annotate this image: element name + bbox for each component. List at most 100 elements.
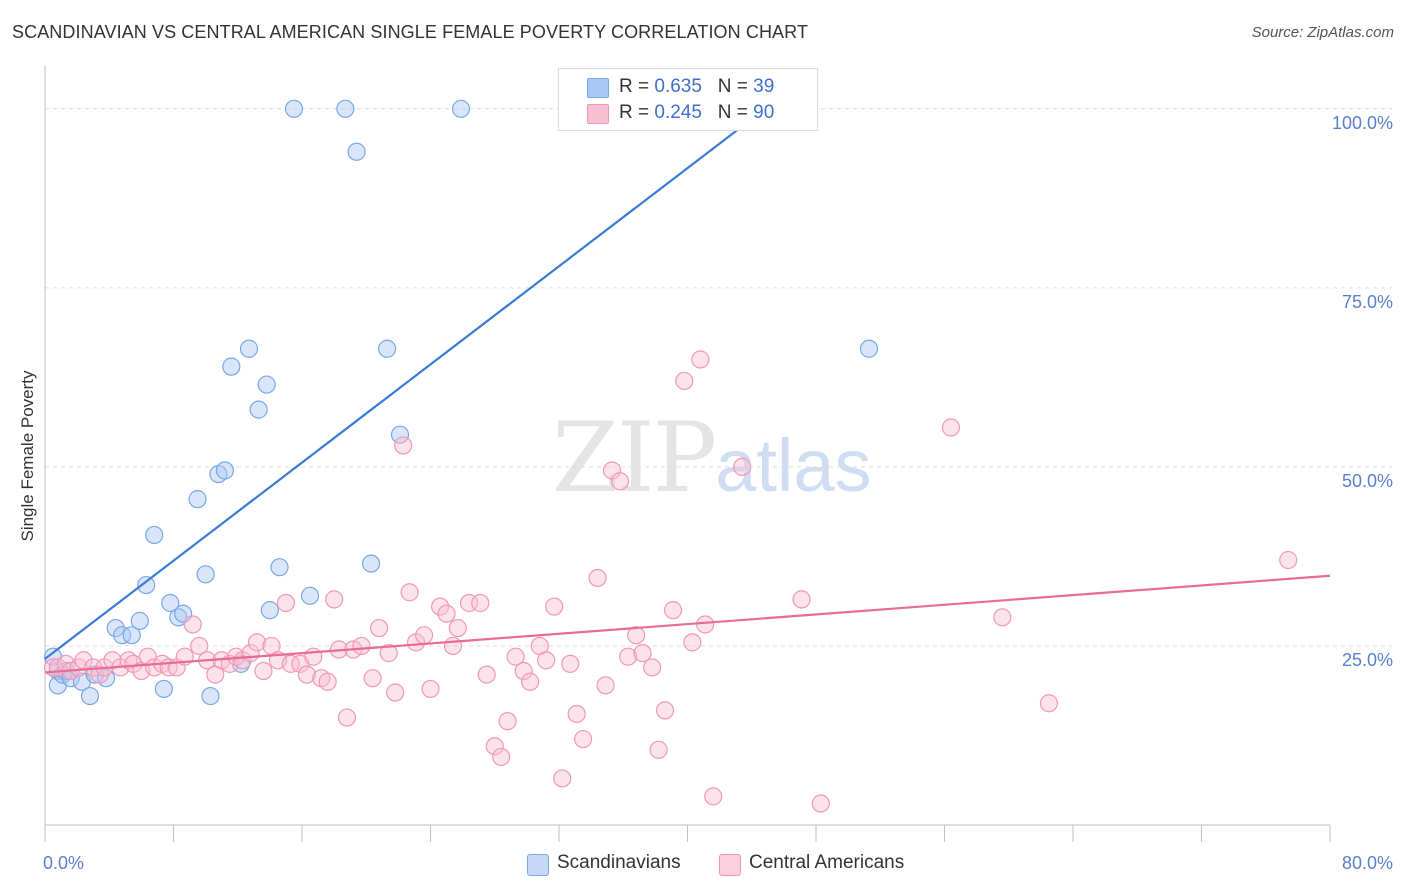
point-central-americans xyxy=(618,647,638,666)
point-central-americans xyxy=(588,568,607,588)
legend-swatch-scandinavians xyxy=(527,854,549,876)
watermark-atlas: atlas xyxy=(715,424,872,507)
point-central-americans xyxy=(183,615,202,634)
point-central-americans xyxy=(704,787,723,806)
point-scandinavians xyxy=(284,99,304,118)
n-value: 90 xyxy=(753,102,775,123)
tick-labels: 25.0% 50.0% 75.0% 100.0% 0.0% 80.0% xyxy=(43,113,1393,873)
point-central-americans xyxy=(448,618,467,638)
point-central-americans xyxy=(545,597,564,616)
trend-line-central-americans xyxy=(44,574,1331,674)
point-central-americans xyxy=(492,747,511,767)
legend-swatch-central-americans xyxy=(587,104,609,124)
point-central-americans xyxy=(370,618,389,638)
y-tick-label: 50.0% xyxy=(1342,471,1393,491)
x-tick-label: 0.0% xyxy=(43,853,84,873)
n-value: 39 xyxy=(753,76,775,97)
point-scandinavians xyxy=(859,339,879,358)
point-central-americans xyxy=(297,665,316,684)
point-scandinavians xyxy=(257,375,276,394)
point-scandinavians xyxy=(80,686,100,706)
point-scandinavians xyxy=(85,665,104,684)
point-central-americans xyxy=(553,769,572,788)
point-central-americans xyxy=(247,633,267,652)
point-scandinavians xyxy=(145,525,164,545)
y-tick-label: 100.0% xyxy=(1332,113,1393,133)
chart-title: SCANDINAVIAN VS CENTRAL AMERICAN SINGLE … xyxy=(12,22,809,42)
point-central-americans xyxy=(485,737,504,756)
point-scandinavians xyxy=(270,558,289,577)
point-scandinavians xyxy=(378,339,397,358)
r-value: 0.245 xyxy=(654,102,702,123)
point-scandinavians xyxy=(154,679,173,699)
stats-legend: R = 0.635 N = 39 R = 0.245 N = 90 xyxy=(558,68,818,131)
point-central-americans xyxy=(561,654,580,673)
point-scandinavians xyxy=(122,626,141,645)
point-central-americans xyxy=(626,626,646,645)
point-scandinavians xyxy=(222,357,241,376)
source-value: ZipAtlas.com xyxy=(1307,24,1394,41)
point-central-americans xyxy=(993,608,1012,627)
point-scandinavians xyxy=(336,99,355,118)
point-central-americans xyxy=(537,651,556,670)
point-central-americans xyxy=(437,604,456,623)
y-tick-label: 25.0% xyxy=(1342,650,1393,670)
point-central-americans xyxy=(276,593,296,613)
point-scandinavians xyxy=(249,400,268,419)
point-central-americans xyxy=(431,597,450,616)
legend-label-scandinavians: Scandinavians xyxy=(557,852,681,873)
point-scandinavians xyxy=(361,554,381,573)
source-credit: Source: ZipAtlas.com xyxy=(1252,24,1394,41)
point-central-americans xyxy=(386,683,405,702)
point-central-americans xyxy=(254,661,273,681)
point-central-americans xyxy=(649,740,668,759)
gridlines xyxy=(45,108,1392,647)
point-central-americans xyxy=(337,708,357,727)
point-central-americans xyxy=(379,644,398,663)
point-central-americans xyxy=(506,647,525,666)
n-label: N = xyxy=(717,102,748,123)
point-central-americans xyxy=(400,583,419,602)
point-central-americans xyxy=(1279,550,1298,570)
point-central-americans xyxy=(520,672,540,691)
watermark-zip: ZIP xyxy=(552,402,717,514)
point-scandinavians xyxy=(137,575,156,595)
axes xyxy=(44,66,1331,842)
point-scandinavians xyxy=(201,686,220,706)
point-central-americans xyxy=(643,658,662,677)
r-label: R = xyxy=(619,102,650,123)
point-central-americans xyxy=(281,654,300,673)
point-central-americans xyxy=(610,472,630,491)
point-scandinavians xyxy=(196,565,215,584)
point-scandinavians xyxy=(188,490,207,509)
point-central-americans xyxy=(498,712,517,731)
watermark: ZIPatlas xyxy=(552,402,872,514)
point-central-americans xyxy=(514,661,533,681)
point-central-americans xyxy=(363,669,382,688)
point-central-americans xyxy=(421,679,440,699)
source-label: Source: xyxy=(1251,24,1304,41)
point-central-americans xyxy=(733,457,752,477)
point-scandinavians xyxy=(300,586,320,605)
point-central-americans xyxy=(792,590,811,609)
point-scandinavians xyxy=(260,601,279,620)
point-scandinavians xyxy=(106,618,125,638)
point-central-americans xyxy=(655,701,675,720)
point-central-americans xyxy=(596,676,615,695)
point-scandinavians xyxy=(112,626,132,645)
point-central-americans xyxy=(325,590,344,609)
point-scandinavians xyxy=(347,142,366,161)
point-central-americans xyxy=(941,418,961,437)
point-central-americans xyxy=(633,644,652,663)
y-tick-label: 75.0% xyxy=(1342,292,1393,312)
trend-lines xyxy=(44,93,1331,674)
point-central-americans xyxy=(394,436,413,455)
point-central-americans xyxy=(675,371,694,391)
point-scandinavians xyxy=(451,99,471,118)
point-central-americans xyxy=(683,633,702,652)
point-scandinavians xyxy=(239,339,259,358)
point-central-americans xyxy=(1039,694,1059,713)
r-label: R = xyxy=(619,76,650,97)
point-central-americans xyxy=(443,636,463,656)
